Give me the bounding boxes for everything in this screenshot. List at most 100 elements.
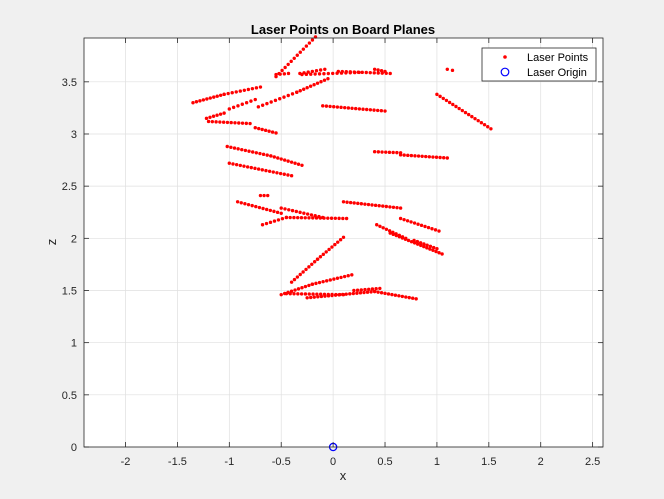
laser-point: [351, 291, 356, 296]
laser-point: [422, 244, 426, 249]
laser-point: [342, 274, 347, 279]
laser-point: [265, 153, 269, 157]
laser-point: [412, 221, 417, 225]
laser-point: [451, 102, 455, 107]
laser-point: [233, 121, 237, 125]
laser-point: [256, 105, 261, 109]
laser-point: [225, 144, 229, 149]
laser-point: [402, 217, 406, 222]
laser-point: [289, 160, 294, 164]
laser-point: [327, 247, 331, 252]
laser-point: [307, 292, 311, 296]
laser-point: [305, 212, 310, 216]
laser-point: [397, 294, 401, 298]
laser-point: [398, 216, 403, 221]
laser-point: [234, 162, 239, 167]
laser-point: [378, 224, 382, 228]
laser-point: [271, 170, 275, 174]
laser-point: [260, 223, 265, 227]
laser-point: [296, 162, 301, 166]
laser-point: [234, 90, 238, 94]
laser-point: [390, 292, 394, 297]
laser-point: [384, 204, 389, 209]
y-tick-label: 1.5: [62, 285, 77, 297]
laser-point: [366, 202, 371, 207]
laser-point: [302, 87, 306, 91]
laser-point: [280, 68, 284, 73]
laser-point: [256, 167, 261, 171]
laser-point: [278, 72, 282, 76]
x-tick-label: 0: [330, 456, 336, 468]
legend-laser-points-label: Laser Points: [527, 52, 589, 64]
laser-point: [325, 279, 329, 283]
laser-point: [246, 202, 251, 207]
laser-point: [450, 68, 455, 73]
laser-point: [440, 252, 444, 256]
legend-laser-origin-marker: [500, 67, 510, 77]
laser-point: [418, 241, 423, 245]
laser-point: [365, 290, 370, 294]
x-tick-label: 1: [434, 456, 440, 468]
laser-point: [261, 206, 265, 211]
laser-point: [267, 169, 272, 174]
laser-point: [279, 292, 283, 297]
laser-point: [310, 282, 315, 286]
laser-point: [344, 216, 349, 221]
y-tick-label: 0: [71, 442, 77, 454]
laser-point: [341, 200, 346, 204]
laser-point: [268, 220, 273, 225]
laser-point: [413, 154, 417, 158]
laser-point: [438, 155, 442, 160]
laser-point: [245, 165, 250, 169]
laser-point: [400, 236, 405, 240]
laser-point: [303, 216, 307, 220]
laser-point: [316, 295, 320, 299]
laser-point: [307, 265, 311, 269]
laser-point: [337, 216, 341, 221]
laser-point: [261, 152, 266, 157]
laser-point: [373, 203, 378, 208]
legend[interactable]: Laser Points Laser Origin: [481, 47, 597, 82]
chart-title: Laser Points on Board Planes: [251, 22, 435, 37]
laser-point: [227, 107, 232, 111]
laser-point: [420, 154, 424, 158]
laser-point: [355, 291, 359, 295]
laser-point: [288, 291, 292, 296]
laser-point: [407, 295, 411, 300]
laser-point: [423, 224, 427, 229]
laser-point: [395, 205, 399, 210]
laser-point: [470, 114, 474, 119]
laser-point: [398, 153, 403, 157]
laser-point: [368, 108, 373, 112]
laser-point: [336, 240, 340, 244]
laser-point: [322, 78, 327, 82]
laser-point: [236, 104, 240, 108]
laser-point: [365, 107, 369, 112]
laser-point: [375, 223, 379, 227]
laser-point: [227, 161, 232, 165]
laser-point: [359, 288, 363, 292]
laser-point: [254, 151, 259, 155]
laser-point: [307, 283, 311, 288]
laser-point: [319, 80, 323, 84]
laser-point: [383, 109, 387, 113]
laser-point: [425, 246, 429, 250]
plot-area[interactable]: [84, 38, 603, 447]
laser-point: [445, 67, 449, 72]
laser-point: [431, 155, 435, 159]
laser-point: [287, 208, 291, 212]
laser-point: [346, 106, 351, 110]
laser-point: [370, 287, 375, 291]
laser-point: [243, 148, 248, 153]
laser-point: [264, 207, 269, 212]
laser-point: [384, 150, 388, 154]
laser-point: [476, 118, 480, 123]
laser-point: [286, 71, 291, 76]
laser-point: [323, 67, 327, 72]
laser-point: [268, 208, 273, 213]
laser-point: [348, 70, 352, 74]
laser-point: [236, 147, 240, 151]
laser-point: [377, 204, 381, 208]
laser-point: [304, 44, 309, 48]
laser-point: [444, 98, 449, 103]
